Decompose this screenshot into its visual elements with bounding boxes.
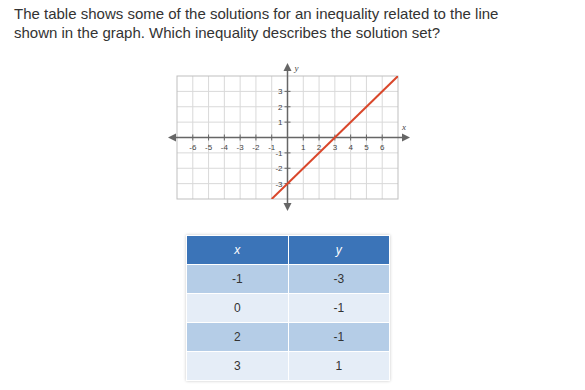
grid-line-y [177,168,398,169]
axis-arrow [402,134,410,142]
grid-line-x [224,76,225,199]
line [272,76,398,199]
grid-line-x [271,76,272,199]
x-axis [172,137,406,139]
x-tick-label: 3 [333,143,338,152]
grid-line-x [350,76,351,199]
x-tick [366,135,367,141]
table-cell: -1 [288,294,390,323]
x-tick-label: -6 [189,143,197,152]
grid-line-x [319,76,320,199]
y-tick [285,122,291,123]
grid-line-x [208,76,209,199]
table-cell: 3 [187,352,289,381]
y-tick-label: -1 [275,149,283,158]
x-tick [224,135,225,141]
question-line: The table shows some of the solutions fo… [14,4,498,23]
x-tick [350,135,351,141]
x-tick-label: 4 [348,143,353,152]
table-cell: 2 [187,323,289,352]
y-tick-label: -3 [275,180,283,189]
y-tick [285,168,291,169]
y-tick-label: 1 [278,118,283,127]
grid-line-y [177,91,398,92]
x-tick-label: 5 [364,143,369,152]
question: The table shows some of the solutions fo… [14,4,498,42]
y-tick [285,152,291,153]
solution-table: xy-1-30-12-131 [186,235,390,381]
x-tick [382,135,383,141]
x-tick [255,135,256,141]
axis-arrow [168,134,176,142]
y-tick [285,91,291,92]
header-cell: y [288,236,390,265]
x-tick-label: -2 [252,143,260,152]
y-tick [285,106,291,107]
x-tick [240,135,241,141]
grid-line-x [240,76,241,199]
y-axis [287,67,289,207]
plot-area [272,76,398,199]
x-tick [303,135,304,141]
question-line: shown in the graph. Which inequality des… [14,23,498,42]
grid-line-x [303,76,304,199]
x-tick-label: 1 [301,143,306,152]
y-tick-label: 2 [278,103,283,112]
table-cell: -1 [288,323,390,352]
axis-arrow [284,63,292,71]
table-cell: -3 [288,265,390,294]
grid-line-y [177,122,398,123]
grid-line-x [382,76,383,199]
x-axis-label: x [401,122,406,132]
x-tick-label: 6 [380,143,385,152]
x-tick [271,135,272,141]
grid-line-x [366,76,367,199]
y-tick-label: -2 [275,164,283,173]
grid-line-y [177,152,398,153]
grid-line-x [255,76,256,199]
x-tick [192,135,193,141]
x-tick [319,135,320,141]
header-cell: x [187,236,289,265]
y-tick-label: 3 [278,87,283,96]
x-tick-label: -4 [221,143,229,152]
grid-line-x [192,76,193,199]
table-cell: 0 [187,294,289,323]
axis-arrow [284,203,292,211]
x-tick-label: -3 [237,143,245,152]
y-axis-label: y [294,63,299,73]
table-cell: 1 [288,352,390,381]
x-tick-label: -5 [205,143,213,152]
table-cell: -1 [187,265,289,294]
x-tick [208,135,209,141]
